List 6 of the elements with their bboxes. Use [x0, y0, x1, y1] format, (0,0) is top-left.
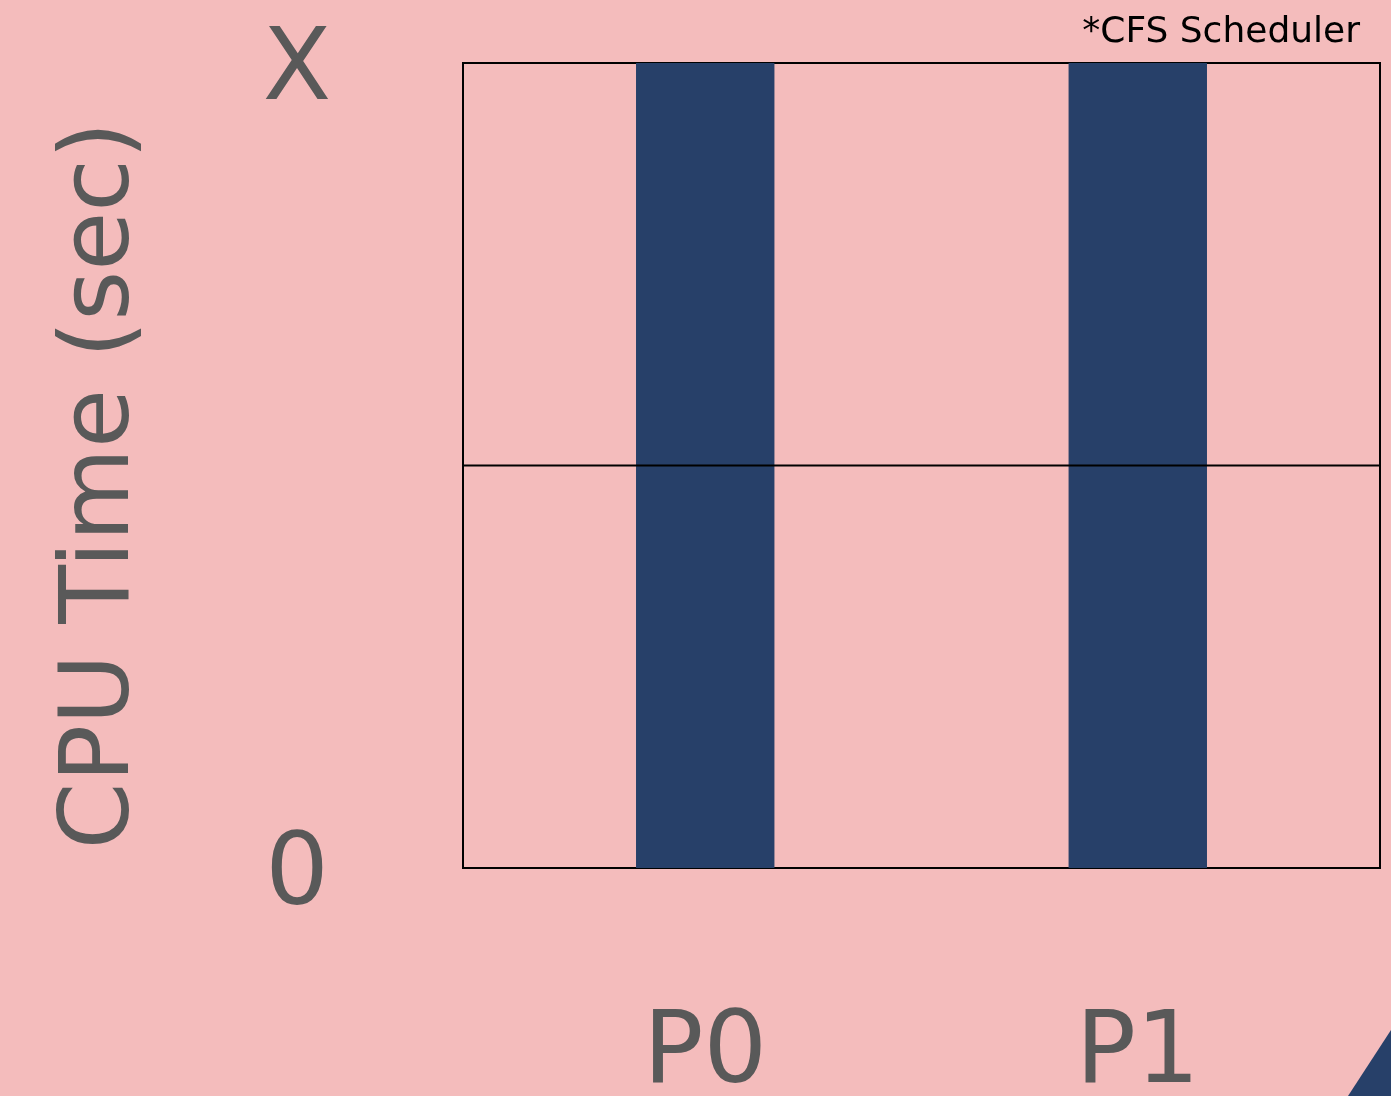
- text: *CFS Scheduler: [1082, 9, 1361, 50]
- text: X: [262, 6, 332, 123]
- x-tick-label: P0: [643, 989, 768, 1096]
- text: 0: [265, 811, 329, 928]
- y-axis-title: CPU Time (sec): [39, 121, 151, 850]
- x-tick-label: P1: [1075, 989, 1200, 1096]
